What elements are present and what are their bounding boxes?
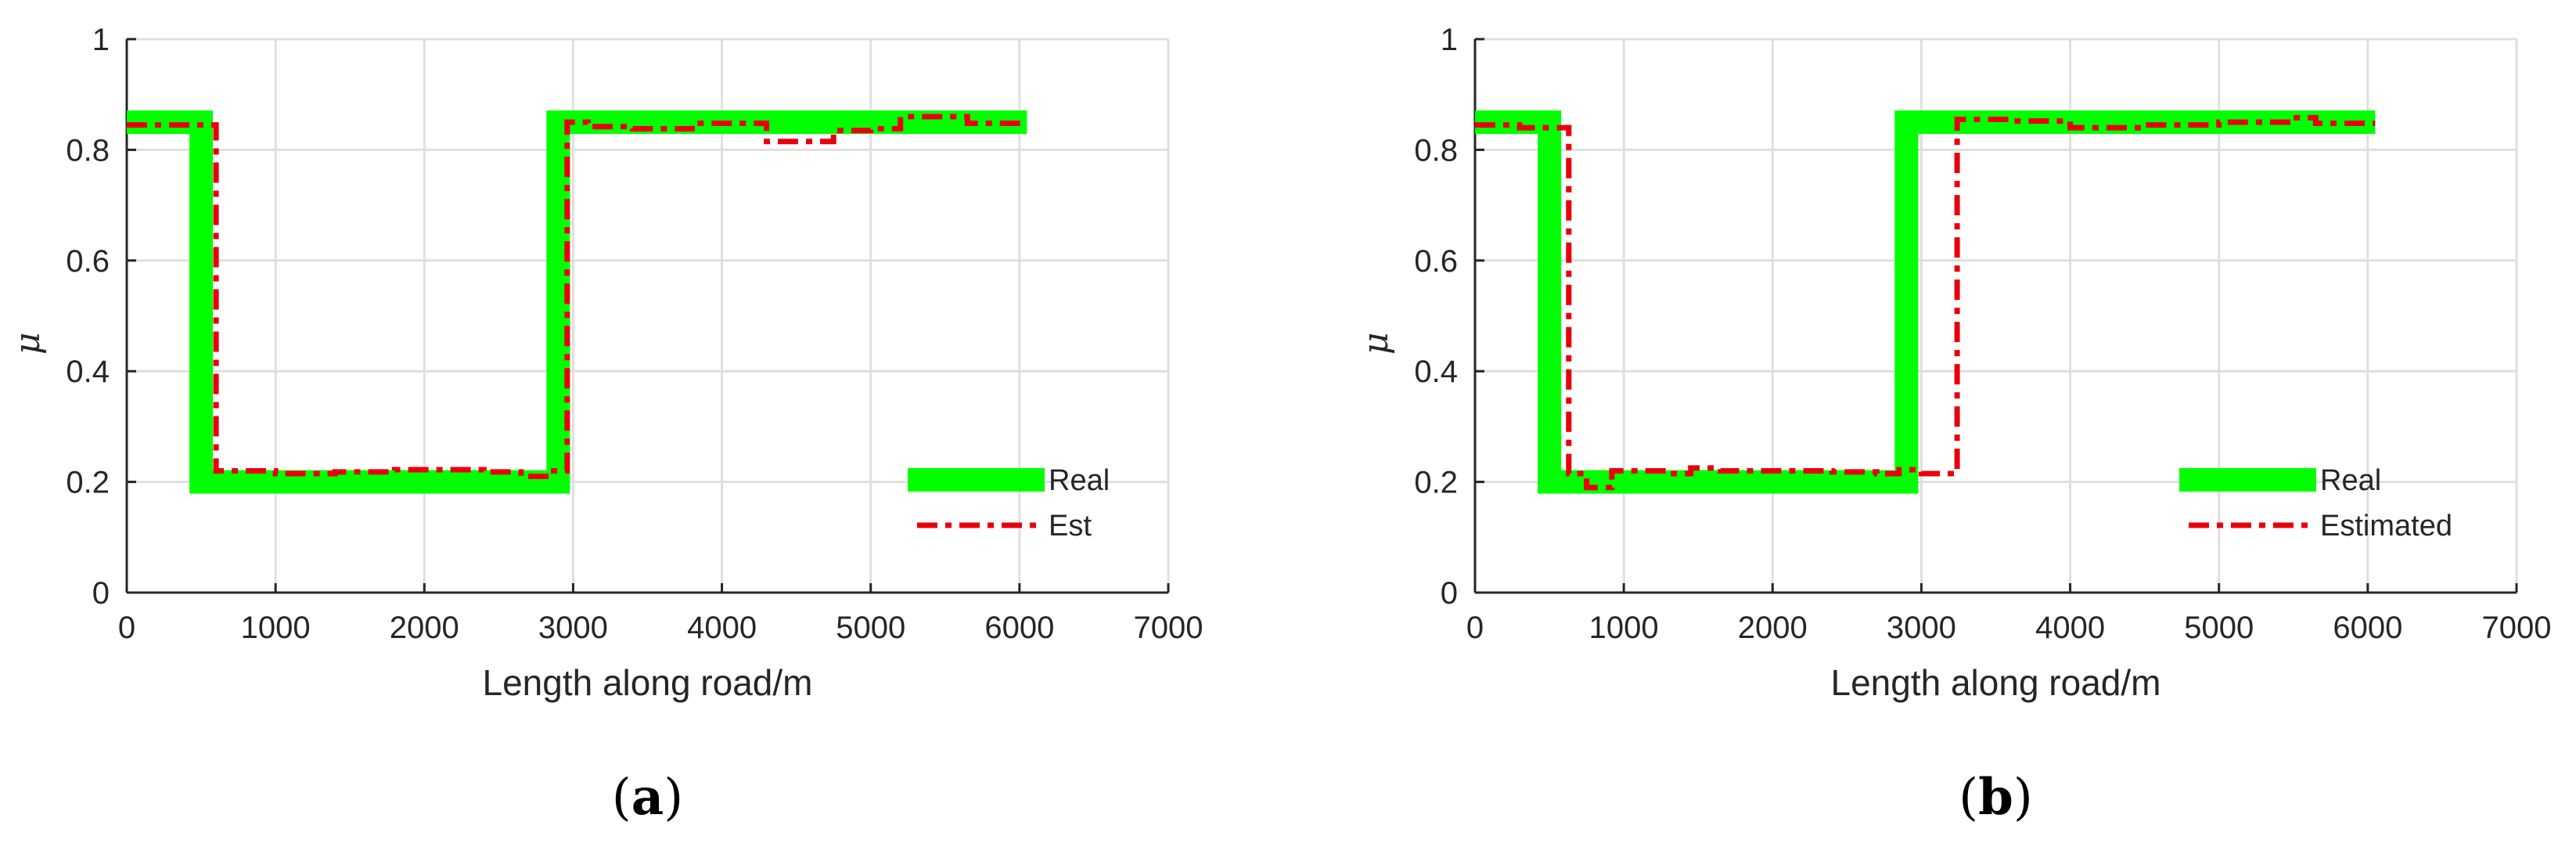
x-tick-label: 2000 bbox=[390, 611, 459, 645]
x-tick-label: 6000 bbox=[984, 611, 1054, 645]
x-tick-label: 2000 bbox=[1738, 611, 1808, 645]
series-line-real bbox=[127, 110, 1027, 494]
y-tick-label: 0.8 bbox=[1414, 133, 1458, 168]
x-tick-label: 3000 bbox=[538, 611, 608, 645]
x-tick-label: 5000 bbox=[836, 611, 905, 645]
y-tick-label: 0.2 bbox=[66, 466, 110, 500]
panel-label-close: ) bbox=[2013, 769, 2033, 827]
y-tick-label: 0 bbox=[1441, 576, 1458, 611]
panel-label-close: ) bbox=[664, 769, 683, 827]
x-axis-label: Length along road/m bbox=[483, 662, 813, 703]
y-tick-label: 0.4 bbox=[66, 355, 110, 389]
panel-label-open: ( bbox=[612, 769, 631, 827]
x-tick-label: 7000 bbox=[1134, 611, 1203, 645]
x-tick-label: 0 bbox=[1466, 611, 1484, 645]
panel-label: (b) bbox=[1959, 768, 2033, 827]
x-tick-label: 5000 bbox=[2184, 611, 2254, 645]
panel-label-open: ( bbox=[1959, 769, 1978, 827]
legend-label-real: Real bbox=[2320, 464, 2381, 497]
y-tick-label: 0 bbox=[92, 576, 110, 611]
panel-label-letter: a bbox=[631, 768, 664, 827]
x-tick-label: 1000 bbox=[241, 611, 311, 645]
y-tick-label: 1 bbox=[92, 23, 110, 57]
x-tick-label: 4000 bbox=[2035, 611, 2105, 645]
y-axis-label: μ bbox=[1356, 333, 1396, 355]
x-tick-label: 3000 bbox=[1887, 611, 1956, 645]
x-tick-label: 0 bbox=[118, 611, 135, 645]
legend-label-real: Real bbox=[1049, 464, 1110, 497]
x-tick-label: 4000 bbox=[687, 611, 757, 645]
y-tick-label: 0.2 bbox=[1414, 466, 1458, 500]
series-line-estimated bbox=[1475, 114, 2376, 491]
x-tick-label: 6000 bbox=[2333, 611, 2402, 645]
legend-label-est: Est bbox=[1049, 510, 1092, 542]
x-axis-label: Length along road/m bbox=[1831, 662, 2161, 703]
legend-label-estimated: Estimated bbox=[2320, 510, 2452, 542]
series-line-real bbox=[1475, 110, 2376, 494]
y-tick-label: 1 bbox=[1441, 23, 1458, 57]
y-tick-label: 0.4 bbox=[1414, 355, 1458, 389]
chart-panel-b: 0 1000 2000 3000 4000 5000 6000 7000 0 0.2 0.4 0.6 0… bbox=[1356, 23, 2551, 827]
y-tick-label: 0.8 bbox=[66, 133, 110, 168]
panel-label-letter: b bbox=[1978, 768, 2013, 827]
y-tick-label: 0.6 bbox=[66, 244, 110, 279]
x-tick-label: 7000 bbox=[2482, 611, 2552, 645]
chart-panel-a: 0 1000 2000 3000 4000 5000 6000 7000 0 0.2 0.4 0.6 0… bbox=[8, 23, 1203, 827]
panel-label: (a) bbox=[612, 768, 683, 827]
series-line-est bbox=[127, 114, 1027, 479]
y-axis-label: μ bbox=[8, 333, 48, 355]
x-tick-label: 1000 bbox=[1589, 611, 1659, 645]
y-tick-label: 0.6 bbox=[1414, 244, 1458, 279]
